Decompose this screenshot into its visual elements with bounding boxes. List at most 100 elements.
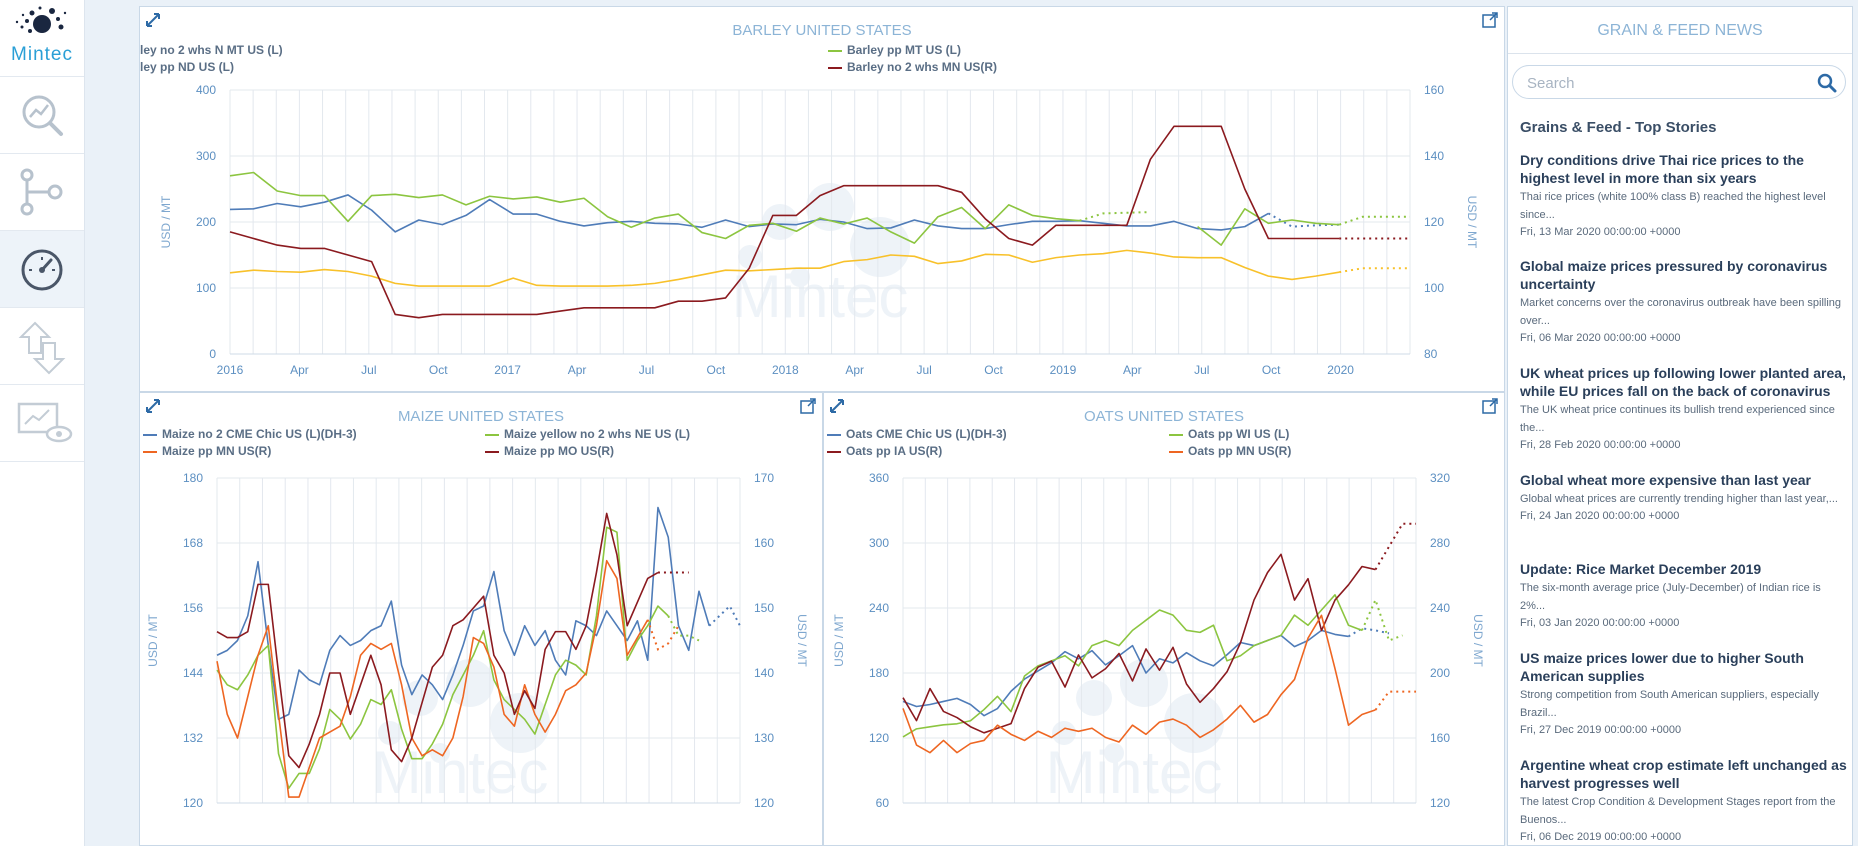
news-headline[interactable]: Update: Rice Market December 2019 [1520, 561, 1762, 577]
series-forecast-line [646, 619, 680, 651]
legend-entry[interactable]: Maize yellow no 2 whs NE US (L) [485, 427, 690, 441]
y-tick-label-right: 120 [1424, 215, 1444, 229]
chart-eye-icon [17, 402, 73, 443]
y-tick-label-left: 144 [183, 666, 203, 680]
news-story[interactable]: Update: Rice Market December 2019 The six… [1520, 560, 1848, 632]
legend-entry[interactable]: Oats pp IA US(R) [827, 444, 942, 458]
news-story[interactable]: Global wheat more expensive than last ye… [1520, 471, 1848, 525]
legend-entry[interactable]: ley no 2 whs N MT US (L) [140, 43, 283, 57]
news-summary: Thai rice prices (white 100% class B) re… [1520, 191, 1826, 221]
news-date: Fri, 03 Jan 2020 00:00:00 +0000 [1520, 617, 1680, 629]
chart-panel-oats: OATS UNITED STATES Oats CME Chic US (L)(… [823, 392, 1505, 846]
sidebar-item-network[interactable] [0, 154, 84, 231]
news-story[interactable]: Argentine wheat crop estimate left uncha… [1520, 756, 1848, 845]
expand-icon[interactable] [145, 398, 161, 414]
legend-entry[interactable]: Barley pp MT US (L) [828, 43, 961, 57]
x-tick-label: 2020 [1327, 363, 1354, 377]
x-tick-label: Oct [429, 363, 448, 377]
expand-icon[interactable] [145, 12, 161, 28]
x-tick-label: Oct [707, 363, 726, 377]
y-axis-label-left: USD / MT [146, 614, 160, 667]
y-tick-label-right: 200 [1430, 666, 1450, 680]
x-tick-label: Oct [984, 363, 1003, 377]
popout-icon[interactable] [1482, 12, 1498, 28]
chart-plot-maize: Mintec 120 132 144 156 168 180 120 130 140 150 160 1… [146, 471, 809, 810]
legend-entry[interactable]: Oats CME Chic US (L)(DH-3) [827, 427, 1007, 441]
popout-icon[interactable] [800, 398, 816, 414]
series-forecast-line [708, 604, 741, 627]
series-forecast-line [1374, 522, 1416, 571]
x-tick-label: Jul [1194, 363, 1209, 377]
news-headline[interactable]: Global maize prices pressured by coronav… [1520, 258, 1828, 292]
news-summary: Strong competition from South American s… [1520, 689, 1819, 719]
y-tick-label-right: 160 [1430, 731, 1450, 745]
expand-icon[interactable] [829, 398, 845, 414]
y-tick-label-left: 120 [869, 731, 889, 745]
news-section-heading: Grains & Feed - Top Stories [1520, 119, 1717, 136]
y-tick-label-right: 320 [1430, 471, 1450, 485]
news-headline[interactable]: Global wheat more expensive than last ye… [1520, 472, 1811, 488]
series-forecast-line [1267, 212, 1340, 228]
sidebar-item-watchlist[interactable] [0, 385, 84, 462]
news-headline[interactable]: Dry conditions drive Thai rice prices to… [1520, 152, 1804, 186]
legend-entry[interactable]: Maize pp MN US(R) [143, 444, 271, 458]
news-summary: Market concerns over the coronavirus out… [1520, 297, 1842, 327]
news-panel: GRAIN & FEED NEWS Grains & Feed - Top St… [1507, 6, 1853, 846]
x-tick-label: Jul [916, 363, 931, 377]
series-line [902, 593, 1363, 738]
popout-icon[interactable] [1482, 398, 1498, 414]
series-forecast-line [1338, 215, 1410, 226]
news-story[interactable]: US maize prices lower due to higher Sout… [1520, 649, 1848, 739]
series-line [229, 194, 1269, 233]
chart-title: MAIZE UNITED STATES [397, 408, 565, 425]
legend-entry[interactable]: Oats pp MN US(R) [1169, 444, 1291, 458]
x-tick-label: Oct [1262, 363, 1281, 377]
chart-title: BARLEY UNITED STATES [732, 22, 912, 39]
news-story[interactable]: Global maize prices pressured by coronav… [1520, 257, 1848, 347]
sidebar: Mintec [0, 0, 85, 846]
sidebar-item-transfer[interactable] [0, 308, 84, 385]
x-tick-label: Apr [1123, 363, 1142, 377]
grid [902, 477, 1417, 804]
y-tick-label-right: 80 [1424, 347, 1438, 361]
y-tick-label-right: 280 [1430, 536, 1450, 550]
watermark-text: Mintec [732, 263, 909, 330]
news-date: Fri, 28 Feb 2020 00:00:00 +0000 [1520, 439, 1681, 451]
chart-plot-barley: Mintec 0 100 200 300 400 80 100 120 140 160 USD / M… [159, 83, 1479, 377]
x-tick-label: 2019 [1050, 363, 1077, 377]
search-icon[interactable] [1817, 73, 1837, 93]
legend-entry[interactable]: Maize no 2 CME Chic US (L)(DH-3) [143, 427, 357, 441]
legend-entry[interactable]: Barley no 2 whs MN US(R) [828, 60, 997, 74]
y-tick-label-left: 0 [209, 347, 216, 361]
sidebar-item-dashboard[interactable] [0, 231, 84, 308]
logo-text: Mintec [11, 44, 73, 65]
news-headline[interactable]: Argentine wheat crop estimate left uncha… [1520, 757, 1847, 791]
legend-entry[interactable]: ley pp ND US (L) [140, 60, 235, 74]
up-down-arrows-icon [18, 321, 66, 375]
y-tick-label-left: 400 [196, 83, 216, 97]
news-summary: Global wheat prices are currently trendi… [1520, 493, 1838, 505]
series-line [229, 171, 1080, 244]
news-date: Fri, 27 Dec 2019 00:00:00 +0000 [1520, 724, 1682, 736]
y-axis-label-left: USD / MT [832, 614, 846, 667]
y-tick-label-right: 240 [1430, 601, 1450, 615]
series-line [229, 249, 1340, 287]
chart-title: OATS UNITED STATES [1083, 408, 1244, 425]
legend-entry[interactable]: Maize pp MO US(R) [485, 444, 614, 458]
news-headline[interactable]: US maize prices lower due to higher Sout… [1520, 650, 1804, 684]
news-summary: The six-month average price (July-Decemb… [1520, 582, 1821, 612]
y-tick-label-left: 180 [183, 471, 203, 485]
chart-panel-maize: MAIZE UNITED STATES Maize no 2 CME Chic … [139, 392, 823, 846]
sidebar-item-analysis[interactable] [0, 77, 84, 154]
x-tick-label: Apr [845, 363, 864, 377]
series-line [216, 526, 669, 790]
legend-entry[interactable]: Oats pp WI US (L) [1169, 427, 1289, 441]
news-headline[interactable]: UK wheat prices up following lower plant… [1520, 365, 1846, 399]
news-story[interactable]: UK wheat prices up following lower plant… [1520, 364, 1848, 454]
news-story[interactable]: Dry conditions drive Thai rice prices to… [1520, 151, 1848, 241]
y-tick-label-left: 60 [876, 796, 890, 810]
y-tick-label-right: 160 [1424, 83, 1444, 97]
news-date: Fri, 13 Mar 2020 00:00:00 +0000 [1520, 226, 1681, 238]
search-input[interactable] [1525, 72, 1809, 94]
